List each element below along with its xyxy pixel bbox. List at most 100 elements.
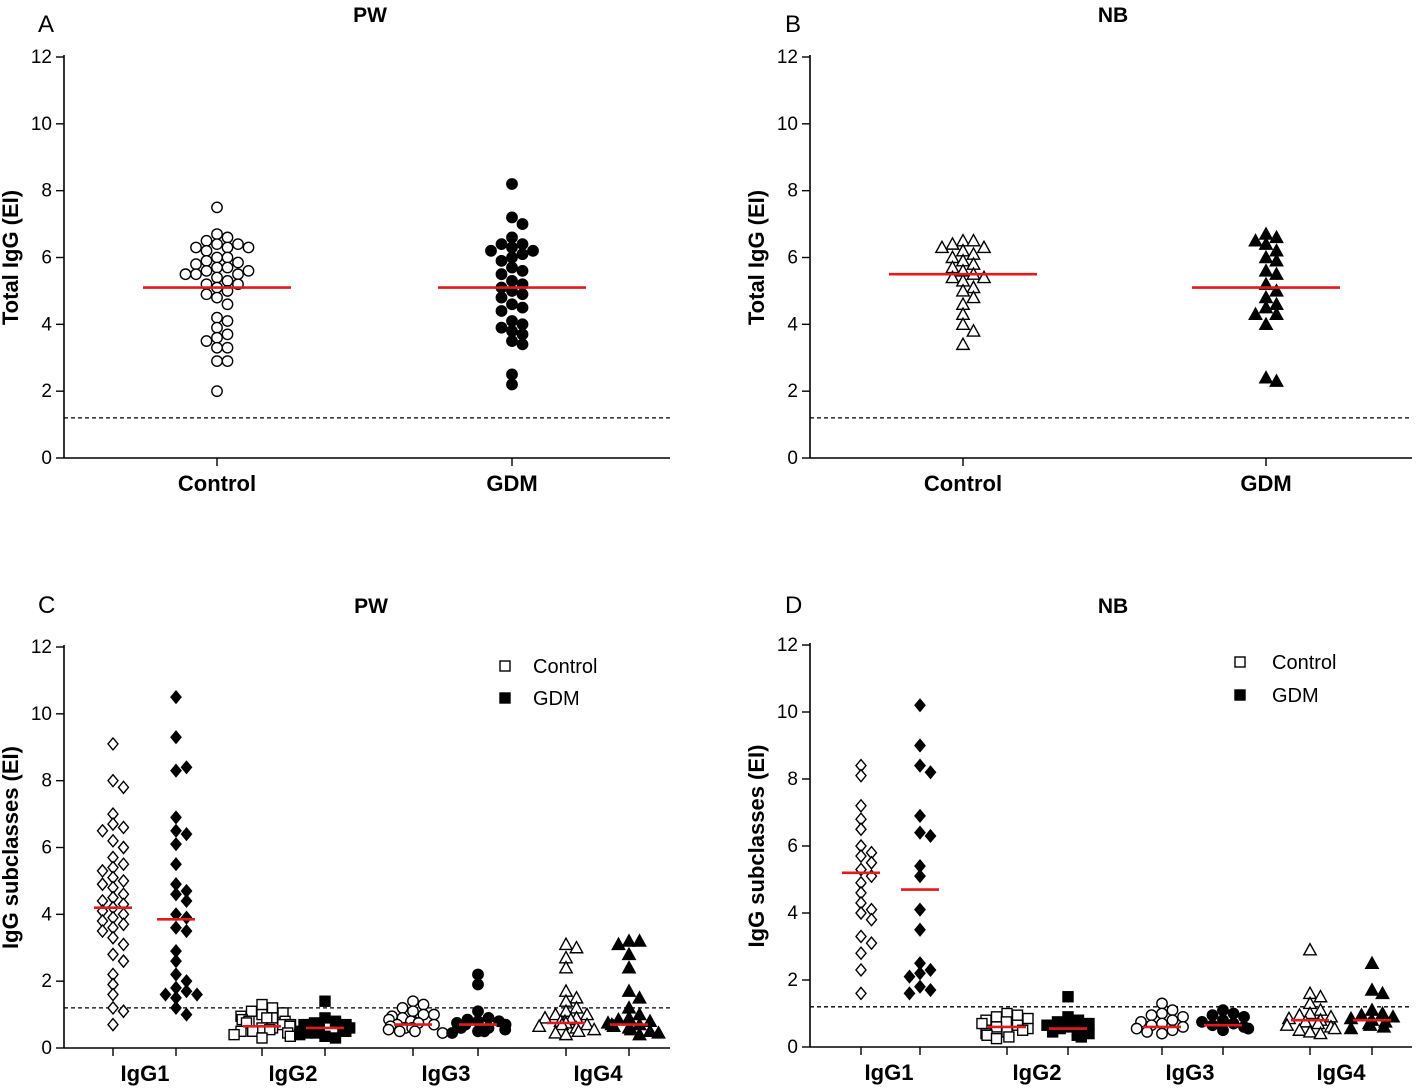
data-point bbox=[915, 760, 925, 772]
data-point bbox=[212, 356, 222, 366]
data-point bbox=[233, 239, 243, 249]
data-point bbox=[222, 343, 232, 353]
data-point bbox=[507, 326, 517, 336]
data-point bbox=[915, 810, 925, 822]
data-point bbox=[222, 232, 232, 242]
data-point bbox=[201, 236, 211, 246]
data-point bbox=[397, 1003, 407, 1013]
data-point bbox=[247, 1006, 257, 1016]
data-point bbox=[192, 989, 202, 1001]
data-point bbox=[182, 828, 192, 840]
panel-title: PW bbox=[353, 4, 387, 27]
y-tick-label: 6 bbox=[787, 248, 798, 269]
x-category-label: IgG4 bbox=[574, 1061, 624, 1086]
data-point bbox=[623, 985, 635, 996]
data-point bbox=[447, 1028, 457, 1038]
legend-swatch bbox=[500, 661, 510, 671]
data-point bbox=[119, 875, 129, 887]
data-point bbox=[180, 269, 190, 279]
data-point bbox=[119, 781, 129, 793]
data-point bbox=[1249, 308, 1261, 319]
data-point bbox=[212, 292, 222, 302]
data-point bbox=[243, 242, 253, 252]
data-point bbox=[268, 1003, 278, 1013]
data-point bbox=[119, 1005, 129, 1017]
y-tick-label: 8 bbox=[787, 181, 798, 202]
data-point bbox=[473, 969, 483, 979]
data-point bbox=[171, 691, 181, 703]
data-point bbox=[1270, 375, 1282, 386]
data-point bbox=[905, 987, 915, 999]
data-point bbox=[212, 252, 222, 262]
data-point bbox=[212, 322, 222, 332]
series-control bbox=[889, 235, 1037, 350]
data-point bbox=[212, 333, 222, 343]
x-category-label: IgG3 bbox=[1166, 1060, 1215, 1085]
data-point bbox=[517, 339, 527, 349]
data-point bbox=[539, 1012, 551, 1023]
data-point bbox=[222, 276, 232, 286]
y-tick-label: 4 bbox=[787, 903, 798, 924]
data-point bbox=[1218, 1015, 1228, 1025]
data-point bbox=[1001, 1017, 1011, 1027]
data-point bbox=[483, 1013, 493, 1023]
data-point bbox=[257, 1033, 267, 1043]
data-point bbox=[108, 1002, 118, 1014]
data-point bbox=[507, 316, 517, 326]
panel-letter: B bbox=[785, 11, 801, 38]
data-point bbox=[1167, 1005, 1177, 1015]
data-point bbox=[119, 821, 129, 833]
data-point bbox=[108, 1019, 118, 1031]
data-point bbox=[479, 1026, 489, 1036]
data-point bbox=[222, 356, 232, 366]
series-igg1-control bbox=[94, 738, 132, 1031]
data-point bbox=[856, 964, 866, 976]
series-igg2-gdm bbox=[295, 996, 355, 1043]
data-point bbox=[331, 1033, 341, 1043]
series-igg1-gdm bbox=[157, 691, 202, 1020]
data-point bbox=[856, 850, 866, 862]
data-point bbox=[1178, 1012, 1188, 1022]
data-point bbox=[119, 858, 129, 870]
data-point bbox=[108, 835, 118, 847]
data-point bbox=[1207, 1010, 1217, 1020]
data-point bbox=[856, 987, 866, 999]
y-tick-label: 0 bbox=[41, 1038, 52, 1059]
data-point bbox=[171, 1002, 181, 1014]
data-point bbox=[967, 325, 979, 336]
series-igg3-control bbox=[383, 996, 447, 1038]
data-point bbox=[201, 246, 211, 256]
data-point bbox=[311, 1028, 321, 1038]
data-point bbox=[408, 1006, 418, 1016]
series-igg2-control bbox=[977, 1009, 1033, 1044]
x-category-label: IgG2 bbox=[1013, 1060, 1062, 1085]
data-point bbox=[98, 925, 108, 937]
data-point bbox=[496, 269, 506, 279]
data-point bbox=[212, 343, 222, 353]
series-igg4-control bbox=[1281, 944, 1341, 1039]
legend-swatch bbox=[1235, 657, 1245, 667]
data-point bbox=[1076, 1032, 1086, 1042]
data-point bbox=[560, 938, 572, 949]
y-tick-label: 6 bbox=[41, 248, 52, 269]
data-point bbox=[98, 825, 108, 837]
data-point bbox=[517, 329, 527, 339]
data-point bbox=[867, 914, 877, 926]
data-point bbox=[171, 955, 181, 967]
x-category-label: IgG1 bbox=[865, 1060, 914, 1085]
data-point bbox=[507, 276, 517, 286]
data-point bbox=[1084, 1019, 1094, 1029]
data-point bbox=[856, 907, 866, 919]
data-point bbox=[967, 235, 979, 246]
data-point bbox=[1314, 991, 1326, 1002]
data-point bbox=[108, 818, 118, 830]
data-point bbox=[222, 252, 232, 262]
data-point bbox=[171, 731, 181, 743]
data-point bbox=[1366, 984, 1378, 995]
data-point bbox=[856, 823, 866, 835]
data-point bbox=[119, 938, 129, 950]
legend-label: Control bbox=[1272, 652, 1336, 674]
data-point bbox=[410, 1026, 420, 1036]
y-tick-label: 10 bbox=[777, 114, 798, 135]
data-point bbox=[473, 979, 483, 989]
